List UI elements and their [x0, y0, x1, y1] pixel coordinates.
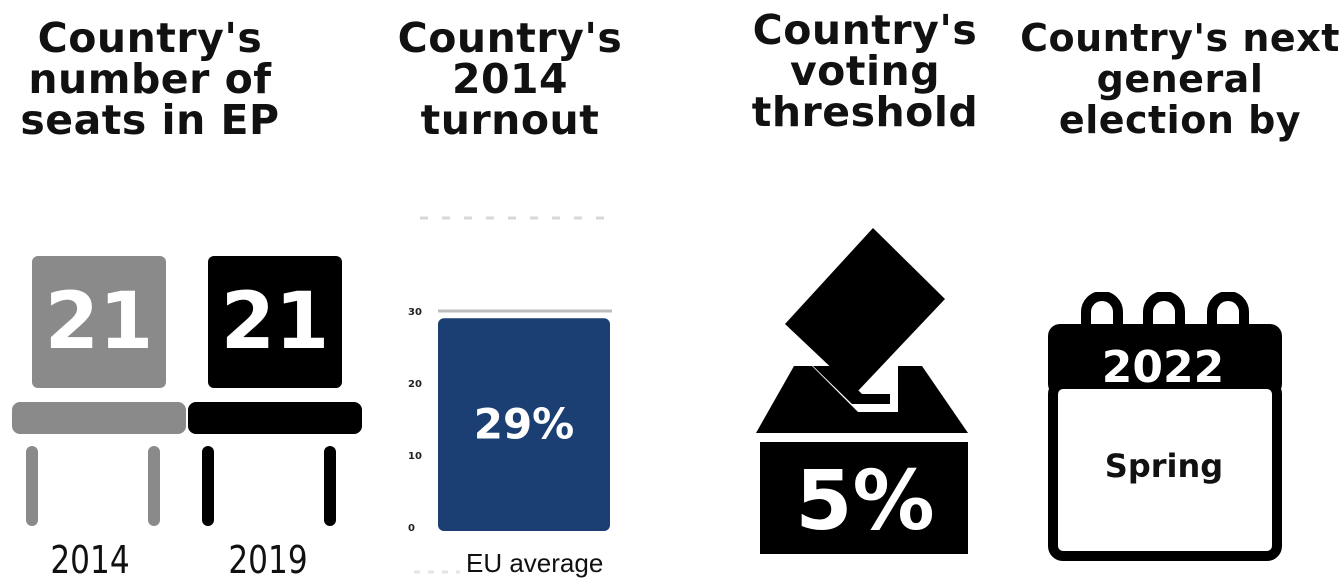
calendar-ring-right: [1207, 292, 1249, 332]
chair-2014-icon: 21: [12, 256, 186, 530]
chair-2019-back: 21: [208, 256, 342, 388]
seats-2014-value: 21: [44, 277, 154, 367]
election-heading-line-2: general: [1096, 57, 1264, 101]
turnout-value-label: 29%: [474, 400, 575, 449]
threshold-value: 5%: [795, 454, 935, 549]
calendar-ring-middle: [1143, 292, 1185, 332]
election-heading: Country's next general election by: [1018, 18, 1342, 141]
year-2019-label: 2019: [228, 538, 308, 582]
calendar-ring-left: [1081, 292, 1123, 332]
chair-2014-seat: [12, 402, 186, 434]
y-tick-label: 10: [408, 451, 422, 462]
chair-2019-seat: [188, 402, 362, 434]
ballot-box-slot: [756, 366, 968, 433]
eu-average-label: EU average: [466, 548, 604, 578]
y-tick-label: 0: [408, 523, 415, 534]
y-tick-label: 30: [408, 307, 422, 318]
threshold-heading-line-2: voting: [789, 47, 941, 95]
calendar-header: [1048, 324, 1282, 396]
calendar-body: [1048, 379, 1282, 561]
threshold-heading-line-3: threshold: [751, 88, 979, 136]
chair-2019-leg-right: [324, 446, 336, 526]
y-tick-label: 20: [408, 379, 422, 390]
seats-heading-line-1: Country's: [37, 14, 263, 62]
calendar-icon: [1048, 292, 1282, 561]
seats-heading-line-2: number of: [28, 55, 272, 103]
turnout-heading-line-3: turnout: [420, 96, 600, 144]
election-heading-line-3: election by: [1058, 98, 1302, 142]
ballot-box-body: [760, 442, 968, 554]
chair-2014-leg-left: [26, 446, 38, 526]
seats-heading: Country's number of seats in EP: [20, 18, 280, 141]
turnout-heading-line-2: 2014: [451, 55, 569, 103]
turnout-heading-line-1: Country's: [397, 14, 623, 62]
turnout-bar-chart: 0 10 20 30 29%: [408, 216, 615, 574]
threshold-heading: Country's voting threshold: [745, 10, 985, 133]
election-year: 2022: [1101, 342, 1225, 393]
turnout-heading: Country's 2014 turnout: [390, 18, 630, 141]
chair-2014-back: 21: [32, 256, 166, 388]
election-heading-line-1: Country's next: [1020, 16, 1340, 60]
seats-2019-value: 21: [220, 277, 330, 367]
election-season: Spring: [1104, 447, 1224, 485]
chair-2014-leg-right: [148, 446, 160, 526]
ballot-box-icon: [756, 228, 968, 554]
year-2014-label: 2014: [50, 538, 130, 582]
chair-2019-leg-left: [202, 446, 214, 526]
ballot-paper: [785, 228, 945, 392]
seats-heading-line-3: seats in EP: [20, 96, 280, 144]
turnout-bar: [438, 318, 610, 531]
chair-2019-icon: 21: [188, 256, 362, 530]
threshold-heading-line-1: Country's: [752, 6, 978, 54]
